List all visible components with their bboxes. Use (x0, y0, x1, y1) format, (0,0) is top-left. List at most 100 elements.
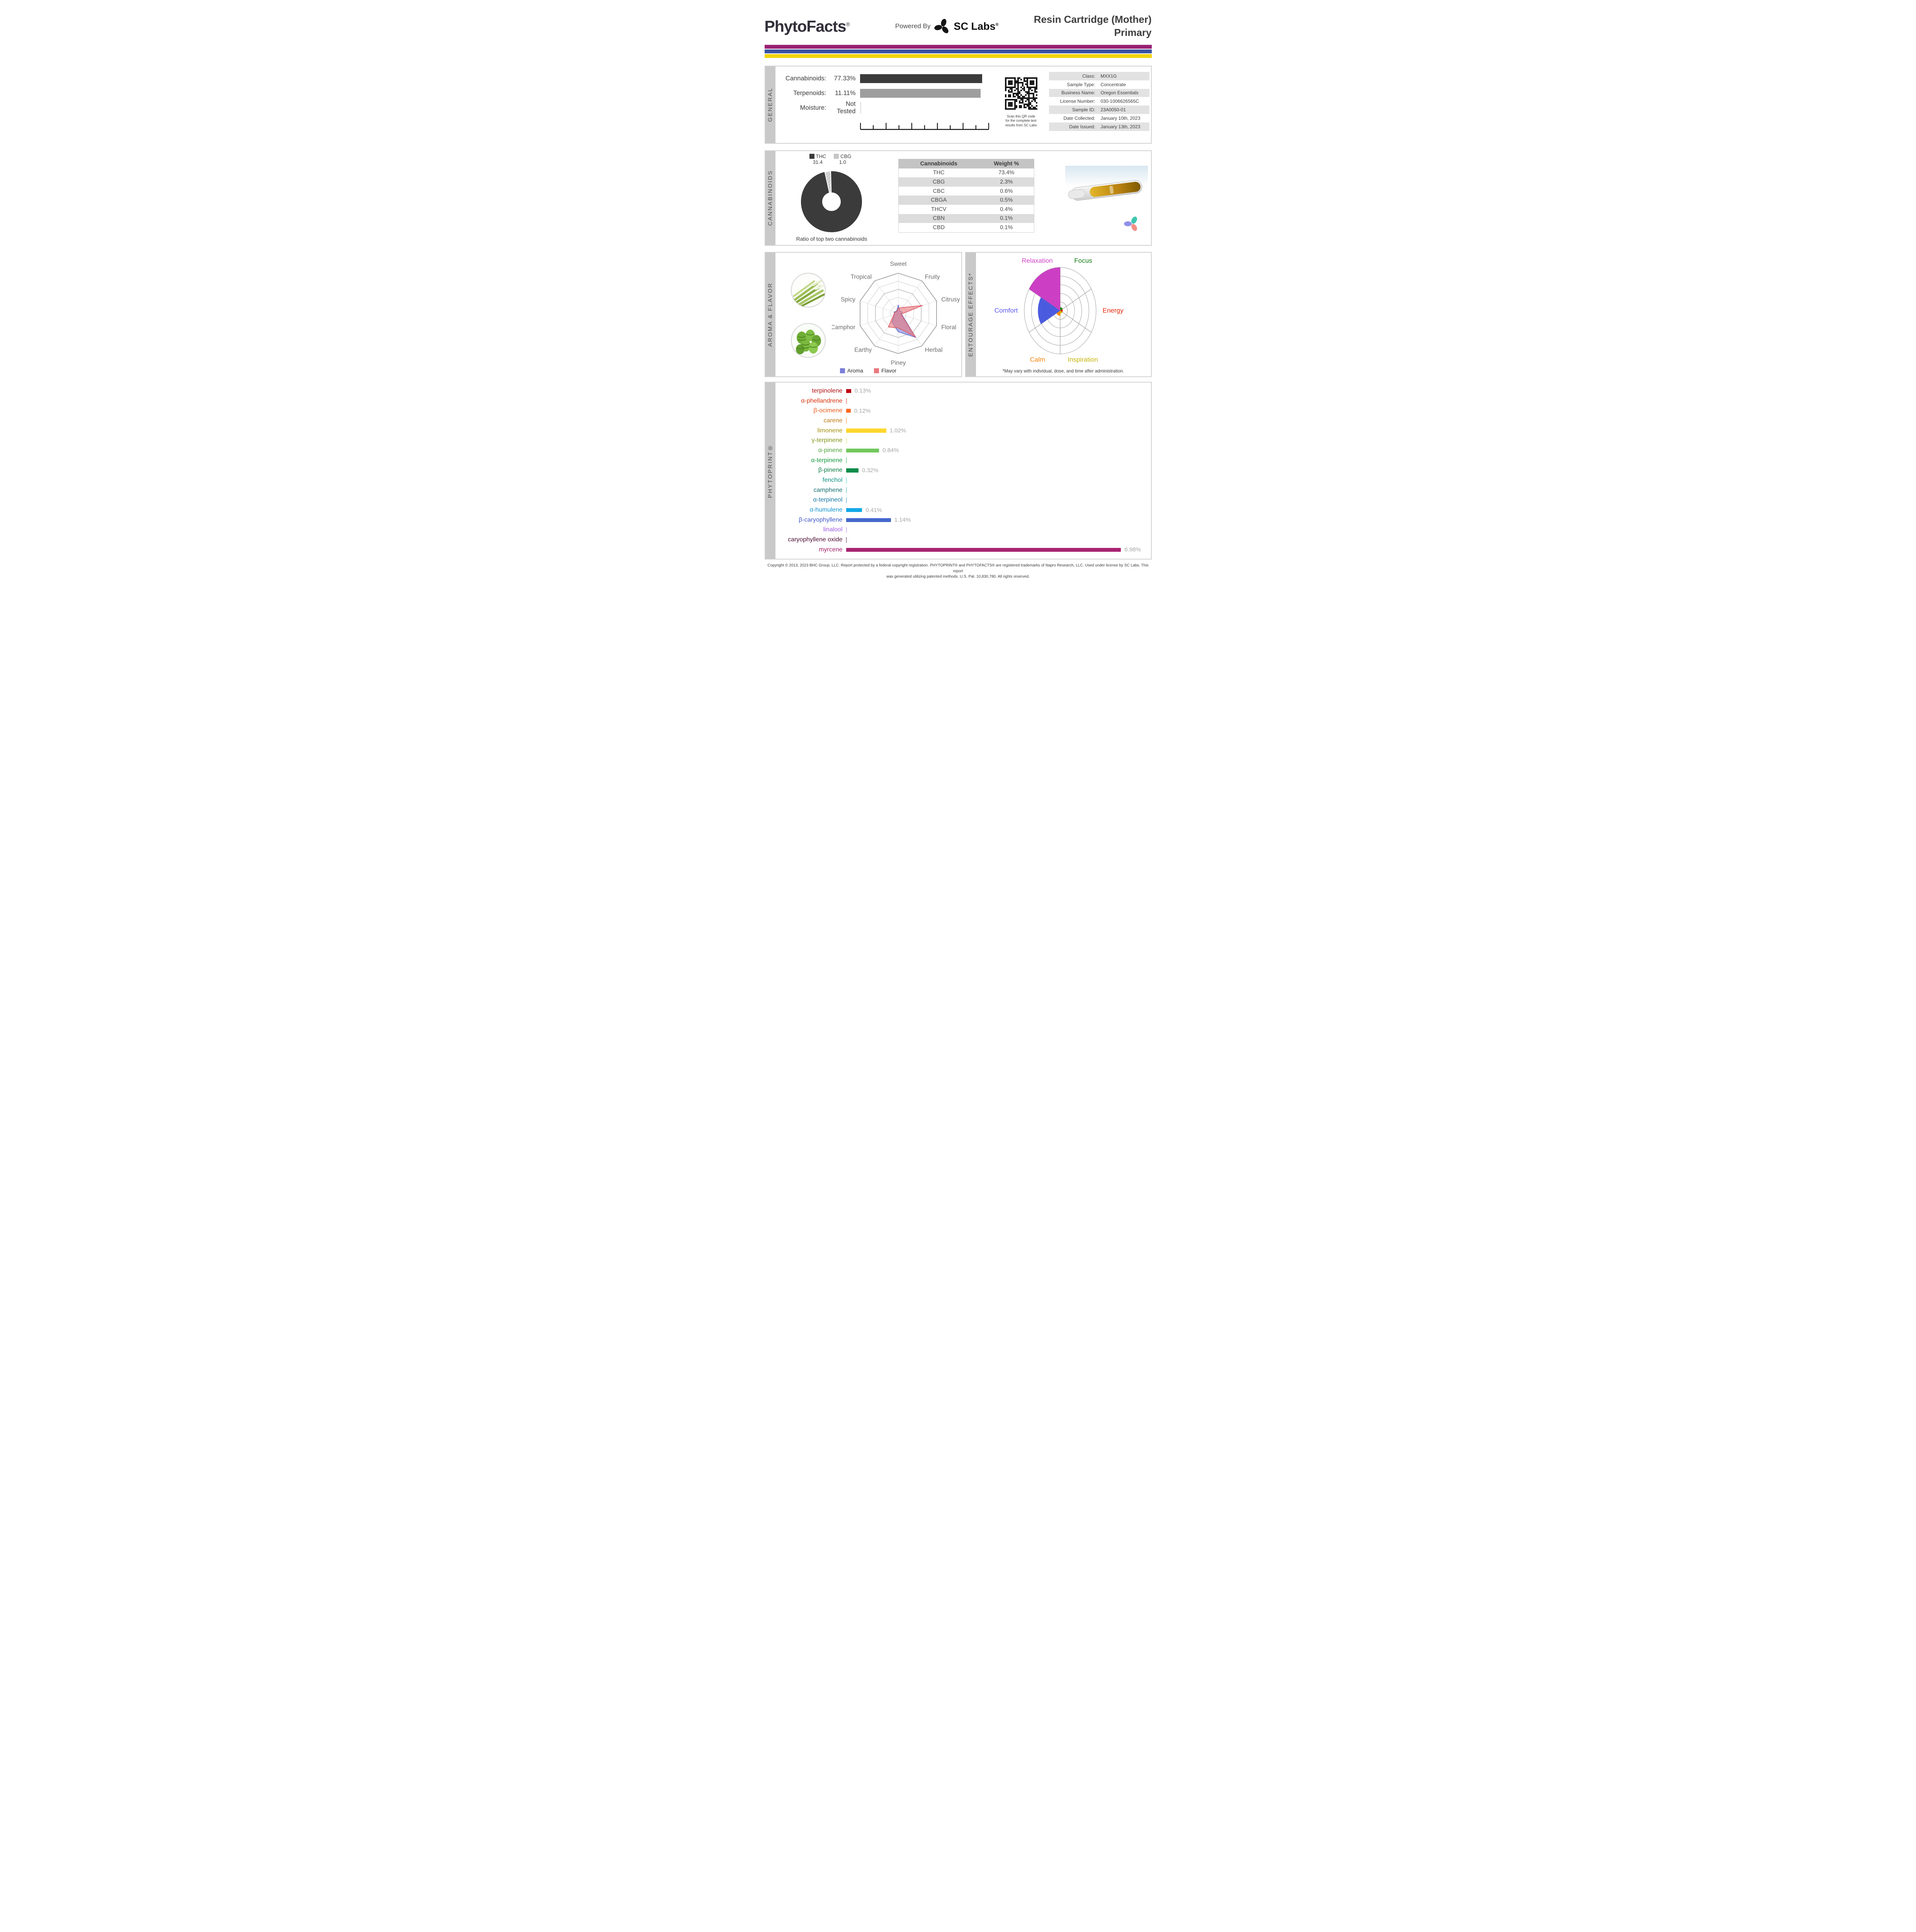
stripe-blue (764, 49, 1152, 53)
section-entourage: ENTOURAGE EFFECTS* Focus Energy Inspiratio… (965, 252, 1152, 377)
terpene-value: 1.02% (889, 427, 906, 434)
cannabinoid-table: Cannabinoids Weight % THC 73.4% CBG 2.3% CBC 0.… (898, 159, 1034, 233)
svg-text:Comfort: Comfort (994, 307, 1018, 314)
cannabinoid-cell: CBN (933, 215, 945, 222)
sample-title-line1: Resin Cartridge (Mother) (1034, 14, 1152, 26)
terpene-row: α-pinene 0.84% (775, 446, 1151, 456)
terpene-bar (846, 508, 862, 512)
qr-caption: Scan this QR code for the complete test re… (1000, 114, 1042, 128)
terpene-bar (846, 429, 886, 433)
entourage-disclaimer: *May vary with individual, dose, and tim… (1002, 369, 1124, 374)
svg-text:Calm: Calm (1030, 356, 1045, 363)
metric-bar-trace (860, 102, 861, 114)
metric-label: Moisture: (800, 104, 826, 111)
donut-legend-item: CBG 1.0 (834, 153, 851, 165)
terpene-value: 0.84% (882, 447, 899, 454)
terpene-label: β-caryophyllene (799, 516, 843, 523)
qr-caption-line: for the complete test (1005, 119, 1037, 123)
powered-by-block: Powered By SC Labs® (895, 18, 999, 34)
terpene-bar (846, 537, 847, 543)
section-label-aroma-text: AROMA & FLAVOR (767, 282, 774, 347)
section-label-aroma: AROMA & FLAVOR (765, 253, 775, 376)
section-label-entourage-text: ENTOURAGE EFFECTS* (967, 272, 974, 357)
terpene-value: 1.14% (894, 517, 911, 524)
metric-value: 11.11% (835, 89, 856, 97)
terpene-label: β-pinene (818, 467, 843, 474)
footer-line2: was generated utilizing patented methods… (886, 575, 1030, 579)
info-row: Date Collected: January 10th, 2023 (1049, 114, 1149, 122)
entourage-effects-chart: Focus Energy Inspiration Calm Comfort Relaxat… (994, 257, 1123, 363)
svg-text:Energy: Energy (1102, 307, 1123, 314)
column-header: Cannabinoids (920, 160, 957, 167)
terpene-label: caryophyllene oxide (788, 536, 843, 543)
terpene-label: limonene (817, 427, 843, 434)
metric-bar (860, 88, 982, 98)
terpene-row: α-phellandrene (775, 396, 1151, 406)
legend-item: Aroma (840, 367, 863, 374)
info-label: License Number: (1060, 99, 1095, 104)
metric-value: 77.33% (834, 75, 856, 82)
general-metric-row: Terpenoids: 11.11% (775, 86, 982, 100)
terpene-value: 6.98% (1124, 546, 1141, 553)
terpene-bar (846, 398, 847, 404)
legend-swatch (840, 368, 845, 373)
general-metric-row: Cannabinoids: 77.33% (775, 71, 982, 85)
cannabinoid-row: CBGA 0.5% (898, 196, 1034, 205)
terpene-bar (846, 527, 847, 533)
terpene-bar (846, 448, 879, 453)
cannabinoid-cell: CBGA (931, 197, 947, 204)
hops-photo (791, 323, 826, 358)
vape-cartridge-photo (1065, 166, 1148, 201)
sclabs-name: SC Labs® (954, 20, 999, 32)
cannabinoid-cell: THCV (931, 206, 947, 213)
terpene-label: fenchol (822, 477, 843, 484)
section-label-cannabinoids-text: CANNABINOIDS (767, 170, 774, 226)
terpene-row: caryophyllene oxide (775, 535, 1151, 545)
cannabinoid-row: THCV 0.4% (898, 205, 1034, 214)
terpene-bar (846, 457, 847, 464)
qr-caption-line: Scan this QR code (1006, 114, 1035, 118)
info-row: License Number: 030-1006626565C (1049, 97, 1149, 105)
phytofacts-logo-text: PhytoFacts (764, 17, 847, 35)
info-row: Sample Type: Concentrate (1049, 80, 1149, 89)
info-label: Sample ID: (1072, 107, 1095, 113)
cannabinoid-cell: THC (933, 170, 945, 176)
terpene-label: α-humulene (809, 507, 843, 514)
terpene-row: β-pinene 0.32% (775, 466, 1151, 476)
terpene-label: myrcene (819, 546, 843, 553)
svg-text:Earthy: Earthy (854, 347, 872, 354)
section-label-entourage: ENTOURAGE EFFECTS* (966, 253, 976, 376)
cannabinoid-row: CBG 2.3% (898, 177, 1034, 187)
info-row: Date Issued: January 13th, 2023 (1049, 122, 1149, 131)
info-value: January 13th, 2023 (1100, 124, 1141, 129)
svg-text:Sweet: Sweet (890, 261, 907, 267)
terpene-bar (846, 477, 847, 483)
info-label: Business Name: (1061, 90, 1095, 96)
terpene-row: α-humulene 0.41% (775, 505, 1151, 515)
terpene-bar (846, 487, 847, 493)
stripe-yellow (764, 54, 1152, 58)
info-label: Class: (1082, 73, 1095, 79)
qr-caption-line: results from SC Labs (1005, 123, 1037, 127)
info-value: Concentrate (1100, 82, 1126, 87)
registered-mark: ® (846, 20, 850, 27)
section-label-cannabinoids: CANNABINOIDS (765, 151, 775, 245)
general-metrics: Cannabinoids: 77.33% Terpenoids: 11.11% Mois… (775, 71, 982, 116)
info-value: January 10th, 2023 (1100, 115, 1141, 121)
terpene-bar (846, 468, 859, 473)
terpene-row: limonene 1.02% (775, 426, 1151, 436)
terpene-value: 0.13% (854, 388, 871, 395)
legend-swatch (809, 154, 814, 159)
terpene-row: terpinolene 0.13% (775, 386, 1151, 396)
terpene-bar (846, 418, 847, 424)
terpene-label: α-phellandrene (801, 397, 843, 404)
svg-text:Herbal: Herbal (925, 347, 942, 354)
section-aroma-flavor: AROMA & FLAVOR (764, 252, 962, 377)
terpene-row: camphene (775, 485, 1151, 495)
metric-bar (860, 102, 982, 114)
cannabinoid-row: CBD 0.1% (898, 223, 1034, 232)
terpene-label: α-terpinene (811, 457, 843, 464)
cannabinoid-row: CBC 0.6% (898, 187, 1034, 196)
svg-text:Spicy: Spicy (840, 296, 855, 303)
donut-legend-item: THC 31.4 (809, 153, 826, 165)
